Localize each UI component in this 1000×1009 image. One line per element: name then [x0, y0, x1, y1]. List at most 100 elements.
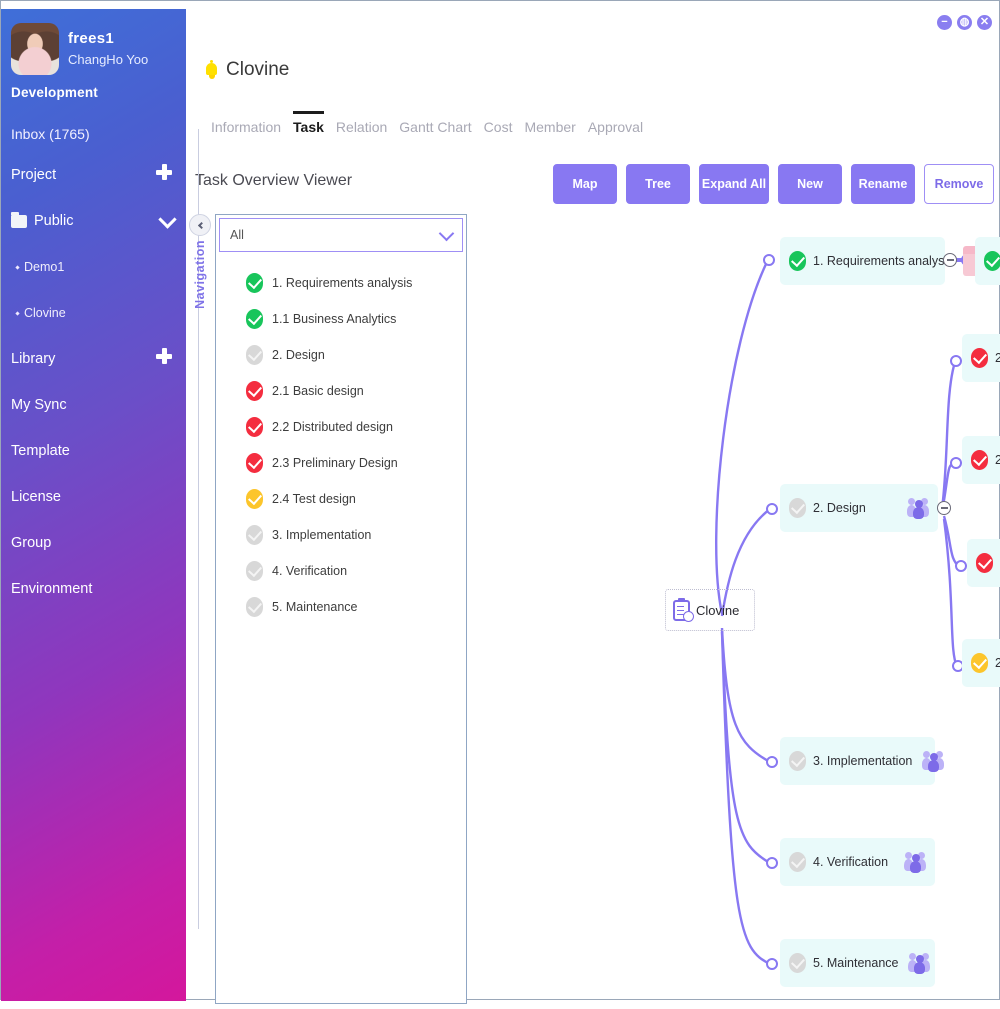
sidebar-item-label: Demo1 [24, 260, 65, 274]
expand-all-button[interactable]: Expand All [699, 164, 769, 204]
sidebar-item-label: Template [11, 443, 70, 459]
minimize-button[interactable]: − [937, 15, 952, 30]
list-item[interactable]: 1.1 Business Analytics [246, 301, 466, 337]
list-item[interactable]: 1. Requirements analysis [246, 265, 466, 301]
mindmap-node-basic-design[interactable]: 2.1 Basic design [962, 334, 1000, 382]
mindmap-node-verification[interactable]: 4. Verification [780, 838, 935, 886]
tree-button[interactable]: Tree [626, 164, 690, 204]
plus-icon[interactable] [156, 164, 172, 180]
tab-information[interactable]: Information [211, 119, 282, 135]
chevron-left-icon [197, 221, 205, 229]
user-handle: frees1 [68, 30, 115, 47]
node-label: 5. Maintenance [813, 956, 899, 970]
sidebar-item-group[interactable]: Group [1, 528, 186, 558]
user-profile[interactable]: frees1 ChangHo Yoo [1, 9, 186, 75]
sidebar-item-label: My Sync [11, 397, 67, 413]
task-label: 4. Verification [272, 564, 348, 578]
status-badge [984, 251, 1000, 271]
tab-relation[interactable]: Relation [335, 119, 388, 135]
sidebar-item-label: Clovine [24, 306, 66, 320]
bell-icon [205, 59, 218, 79]
list-item[interactable]: 2.4 Test design [246, 481, 466, 517]
node-label: 2.4 Test design [995, 656, 1000, 670]
status-badge [246, 309, 263, 329]
maximize-button[interactable]: ◍ [957, 15, 972, 30]
sidebar-item-my-sync[interactable]: My Sync [1, 390, 186, 420]
collapse-toggle[interactable] [937, 501, 951, 515]
mindmap-root-node[interactable]: Clovine [665, 589, 755, 631]
list-item[interactable]: 2.1 Basic design [246, 373, 466, 409]
close-button[interactable]: ✕ [977, 15, 992, 30]
sidebar-item-environment[interactable]: Environment [1, 574, 186, 604]
node-label: 2. Design [813, 501, 866, 515]
sidebar-item-label: Project [11, 167, 57, 183]
mindmap-node-preliminary-design[interactable]: 2.3 Preliminary Design [967, 539, 1000, 587]
mindmap-node-business-analytics[interactable]: 1.1 Business Analytics [975, 237, 1000, 285]
task-label: 2. Design [272, 348, 325, 362]
map-button[interactable]: Map [553, 164, 617, 204]
sidebar-item-demo1[interactable]: Demo1 [1, 252, 186, 282]
mindmap-node-test-design[interactable]: 2.4 Test design [962, 639, 1000, 687]
list-item[interactable]: 5. Maintenance [246, 589, 466, 625]
window-controls: − ◍ ✕ [937, 15, 992, 30]
sidebar-item-label: Library [11, 351, 56, 367]
group-icon [904, 852, 926, 873]
chevron-down-icon[interactable] [158, 210, 177, 229]
tab-member[interactable]: Member [524, 119, 576, 135]
main-content: − ◍ ✕ Clovine Information Task Relation … [187, 9, 1000, 1004]
task-label: 5. Maintenance [272, 600, 358, 614]
sidebar-item-inbox[interactable]: Inbox (1765) [11, 126, 90, 142]
sidebar-item-clovine[interactable]: Clovine [1, 298, 186, 328]
status-badge [789, 953, 806, 973]
mindmap-canvas[interactable]: Clovine 1. Requirements analysis 1.1 Bus… [437, 204, 1000, 1009]
mindmap-node-design[interactable]: 2. Design [780, 484, 938, 532]
mindmap-node-requirements-analysis[interactable]: 1. Requirements analysis [780, 237, 987, 285]
tab-bar: Information Task Relation Gantt Chart Co… [205, 111, 649, 140]
list-item[interactable]: 3. Implementation [246, 517, 466, 553]
list-item[interactable]: 4. Verification [246, 553, 466, 589]
collapse-toggle[interactable] [943, 253, 957, 267]
tab-cost[interactable]: Cost [483, 119, 513, 135]
sidebar-item-project[interactable]: Project [1, 160, 186, 190]
folder-icon [11, 211, 27, 228]
status-badge [246, 273, 263, 293]
sidebar-item-template[interactable]: Template [1, 436, 186, 466]
task-filter-select[interactable]: All [219, 218, 463, 252]
mindmap-node-distributed-design[interactable]: 2.2 Distributed design [962, 436, 1000, 484]
plus-icon[interactable] [156, 348, 172, 364]
task-label: 2.1 Basic design [272, 384, 364, 398]
new-button[interactable]: New [778, 164, 842, 204]
node-label: 1. Requirements analysis [813, 254, 954, 268]
status-badge [246, 489, 263, 509]
list-item[interactable]: 2.2 Distributed design [246, 409, 466, 445]
tab-task[interactable]: Task [287, 111, 330, 140]
mindmap-node-maintenance[interactable]: 5. Maintenance [780, 939, 935, 987]
task-filter-value: All [230, 228, 244, 242]
status-badge [789, 251, 806, 271]
node-label: 3. Implementation [813, 754, 913, 768]
tab-gantt-chart[interactable]: Gantt Chart [399, 119, 472, 135]
sidebar-item-public[interactable]: Public [1, 206, 186, 236]
list-item[interactable]: 2.3 Preliminary Design [246, 445, 466, 481]
sidebar-item-label: Public [34, 213, 74, 229]
group-icon [922, 751, 945, 772]
task-label: 1. Requirements analysis [272, 276, 413, 290]
task-list: 1. Requirements analysis 1.1 Business An… [216, 255, 466, 625]
list-item[interactable]: 2. Design [246, 337, 466, 373]
status-badge [971, 348, 988, 368]
sidebar-item-library[interactable]: Library [1, 344, 186, 374]
navigation-collapse-button[interactable] [189, 214, 211, 236]
sidebar-item-label: Group [11, 535, 52, 551]
status-badge [789, 751, 806, 771]
remove-button[interactable]: Remove [924, 164, 994, 204]
tab-approval[interactable]: Approval [587, 119, 644, 135]
rename-button[interactable]: Rename [851, 164, 915, 204]
sidebar-item-license[interactable]: License [1, 482, 186, 512]
task-label: 1.1 Business Analytics [272, 312, 397, 326]
sidebar-item-label: License [11, 489, 61, 505]
task-list-panel: All 1. Requirements analysis 1.1 Busines… [215, 214, 467, 1004]
bullet-icon [15, 264, 20, 270]
status-badge [246, 525, 263, 545]
navigation-rail: Navigation [189, 214, 213, 309]
mindmap-node-implementation[interactable]: 3. Implementation [780, 737, 945, 785]
